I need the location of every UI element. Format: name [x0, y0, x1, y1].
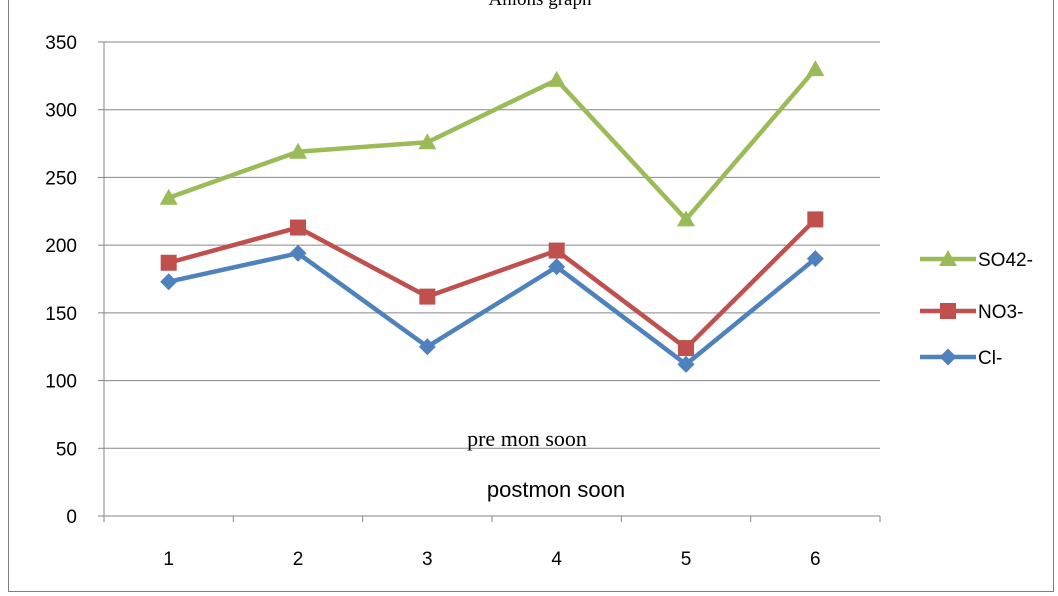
x-tick-label: 1: [163, 549, 174, 570]
data-point: [806, 60, 825, 77]
x-axis-tick-labels: 1 2 3 4 5 6: [163, 549, 820, 570]
legend-swatch-marker: [940, 303, 956, 319]
data-point: [159, 188, 178, 205]
data-point: [419, 288, 436, 305]
y-tick-label: 300: [45, 101, 77, 122]
legend-label: NO3-: [978, 302, 1023, 323]
y-tick-label: 0: [66, 507, 77, 528]
annotation-pre-monsoon: pre mon soon: [467, 426, 587, 451]
legend-entry-1: NO3-: [920, 302, 1023, 323]
y-tick-label: 50: [56, 439, 77, 460]
y-tick-label: 200: [45, 236, 77, 257]
data-point: [418, 133, 437, 150]
data-series: [159, 60, 825, 373]
data-point: [678, 340, 694, 357]
legend-label: Cl-: [978, 348, 1002, 369]
data-point: [807, 211, 824, 228]
x-tick-label: 2: [293, 549, 304, 570]
data-point: [160, 273, 178, 291]
data-point: [160, 254, 177, 271]
legend-label: SO42-: [978, 250, 1033, 271]
y-tick-label: 100: [45, 372, 77, 393]
gridlines: [104, 41, 880, 449]
data-point: [289, 142, 307, 159]
series-0: [159, 60, 825, 227]
legend-swatch-marker: [939, 348, 957, 366]
x-tick-label: 3: [422, 549, 433, 570]
data-point: [548, 258, 566, 276]
series-2: [160, 244, 824, 373]
y-axis-tick-labels: 0 50 100 150 200 250 300 350: [45, 33, 77, 528]
data-point: [418, 338, 436, 356]
data-point: [677, 210, 695, 227]
data-point: [547, 70, 566, 87]
legend-swatch-marker: [939, 250, 957, 266]
legend-entry-0: SO42-: [920, 250, 1033, 271]
data-point: [677, 355, 695, 373]
x-tick-label: 5: [681, 549, 692, 570]
chart-title: Anions graph: [489, 0, 592, 10]
series-line: [167, 67, 818, 222]
legend: SO42- NO3- Cl-: [920, 250, 1033, 369]
series-line: [168, 217, 817, 351]
chart-frame: [8, 0, 1054, 592]
data-point: [289, 244, 307, 262]
chart-annotations: pre mon soon postmon soon: [467, 426, 625, 502]
axes: [98, 41, 881, 522]
series-line: [168, 251, 817, 367]
data-point: [548, 242, 565, 259]
y-tick-label: 150: [45, 304, 77, 325]
legend-entry-2: Cl-: [920, 348, 1002, 369]
data-point: [806, 250, 824, 268]
y-tick-label: 250: [45, 168, 77, 189]
x-tick-label: 6: [810, 549, 821, 570]
series-1: [160, 211, 824, 357]
annotation-post-monsoon: postmon soon: [487, 477, 625, 502]
data-point: [290, 219, 306, 236]
y-tick-label: 350: [45, 33, 77, 54]
x-tick-label: 4: [551, 549, 562, 570]
